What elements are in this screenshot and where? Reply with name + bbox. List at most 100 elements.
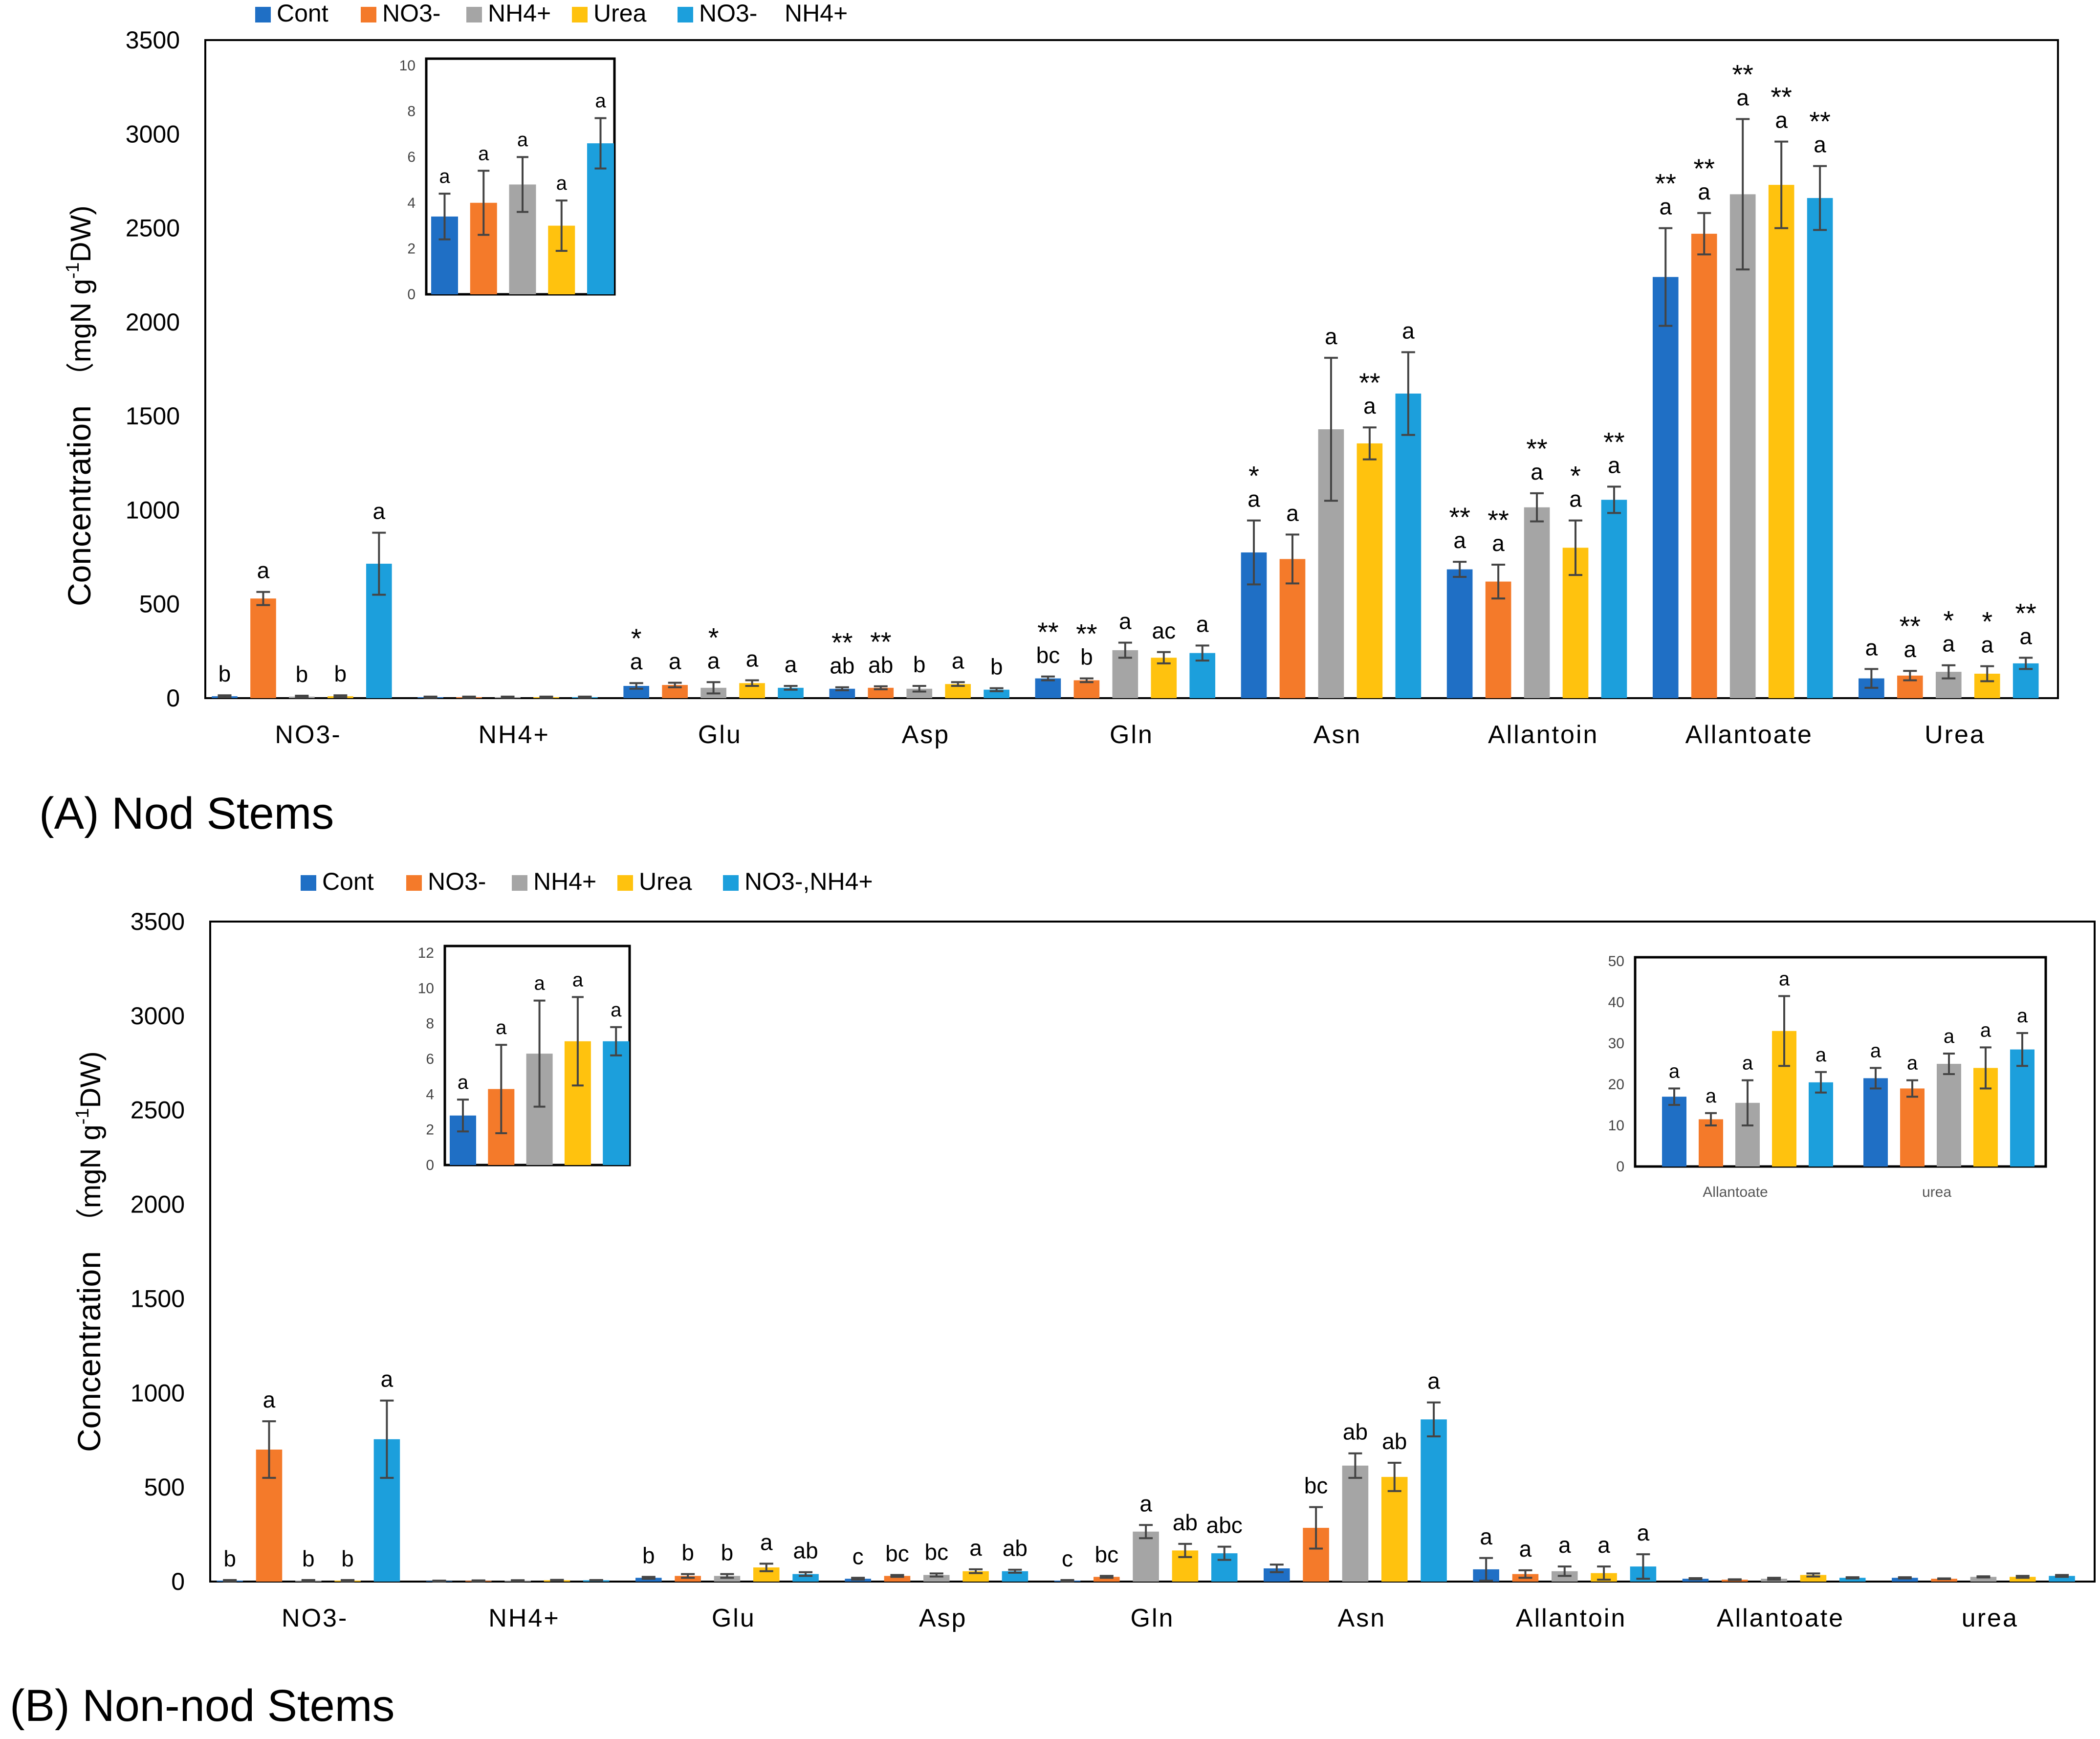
bar: [1073, 680, 1100, 698]
inset-y-tick-label: 6: [407, 149, 416, 165]
inset-significance-letter: a: [595, 90, 606, 112]
legend-swatch: [301, 875, 316, 891]
legend-item-label: NO3- NH4+: [699, 0, 848, 27]
bar: [1931, 1579, 1957, 1582]
inset-y-tick-label: 6: [426, 1051, 434, 1067]
inset-y-tick-label: 40: [1608, 994, 1624, 1011]
significance-letter: a: [257, 558, 270, 583]
bar: [1892, 1578, 1918, 1582]
significance-letter: a: [373, 499, 386, 524]
inset-chart: 0 2 4 6 8 10 12 a a a a a: [418, 945, 631, 1173]
panel-title: (B) Non-nod Stems: [10, 1681, 394, 1731]
significance-star: **: [1037, 616, 1059, 647]
bar: [1421, 1419, 1447, 1582]
significance-letter: ab: [1173, 1510, 1198, 1535]
category-label: Asn: [1338, 1604, 1386, 1632]
inset-significance-letter: a: [1907, 1053, 1918, 1074]
bar: [1768, 185, 1794, 698]
significance-letter: a: [1597, 1532, 1610, 1558]
y-tick-label: 3000: [131, 1002, 185, 1030]
significance-letter: a: [381, 1366, 394, 1392]
significance-letter: a: [760, 1529, 773, 1555]
inset-significance-letter: a: [517, 129, 528, 151]
inset-significance-letter: a: [439, 166, 450, 187]
significance-star: *: [1982, 606, 1992, 637]
significance-letter: b: [913, 652, 926, 677]
y-tick-label: 500: [144, 1474, 185, 1501]
significance-letter: b: [334, 661, 347, 686]
significance-letter: a: [1608, 452, 1620, 478]
inset-significance-letter: a: [572, 969, 584, 991]
significance-star: **: [1693, 153, 1715, 184]
category-label: Asp: [902, 721, 950, 749]
category-label: Asn: [1313, 721, 1362, 749]
inset-category-label: urea: [1922, 1184, 1951, 1200]
legend-swatch: [361, 7, 376, 22]
bar: [2049, 1576, 2075, 1582]
category-label: Urea: [1925, 721, 1986, 749]
significance-star: **: [1809, 106, 1831, 137]
significance-star: **: [1771, 82, 1792, 112]
bar: [1151, 658, 1177, 698]
significance-letter: a: [1427, 1368, 1440, 1394]
significance-letter: a: [1286, 500, 1299, 526]
inset-y-tick-label: 12: [418, 945, 434, 961]
significance-letter: a: [1325, 324, 1337, 349]
significance-letter: b: [219, 661, 231, 686]
inset-y-tick-label: 0: [1616, 1159, 1624, 1175]
inset-y-tick-label: 2: [426, 1122, 434, 1138]
significance-letter: a: [1698, 179, 1710, 204]
significance-letter: ab: [793, 1538, 818, 1563]
legend-swatch: [617, 875, 633, 891]
legend-swatch: [255, 7, 271, 22]
inset-y-tick-label: 10: [399, 58, 416, 74]
bar: [1839, 1578, 1866, 1582]
y-tick-label: 2000: [131, 1191, 185, 1218]
y-axis-label-main: Concentration: [61, 405, 97, 606]
significance-star: **: [1526, 433, 1548, 464]
significance-letter: ab: [830, 653, 854, 679]
significance-letter: a: [785, 652, 797, 677]
legend-item-label: Urea: [639, 868, 692, 895]
significance-letter: a: [1904, 637, 1917, 662]
y-axis-label-main: Concentration: [71, 1251, 107, 1452]
inset-y-tick-label: 8: [426, 1016, 434, 1032]
chart-panel-B: 0500100015002000250030003500Concentratio…: [10, 868, 2096, 1731]
significance-letter: a: [669, 648, 681, 674]
bar: [1356, 443, 1383, 698]
inset-y-tick-label: 2: [407, 241, 416, 257]
y-tick-label: 1000: [131, 1379, 185, 1407]
legend-item-label: NH4+: [488, 0, 551, 27]
legend-item-label: Cont: [322, 868, 374, 895]
significance-letter: bc: [1304, 1473, 1328, 1498]
bar: [1485, 581, 1511, 698]
legend-item-label: Cont: [277, 0, 328, 27]
significance-letter: b: [681, 1540, 694, 1565]
bar: [1342, 1465, 1369, 1582]
significance-letter: bc: [1095, 1541, 1119, 1567]
bar: [1729, 194, 1756, 698]
legend-item-label: NO3-: [428, 868, 486, 895]
significance-letter: a: [1981, 632, 1993, 658]
significance-star: **: [1603, 426, 1625, 457]
significance-star: *: [1943, 605, 1954, 636]
inset-significance-letter: a: [1742, 1053, 1753, 1074]
bar: [1446, 569, 1473, 698]
inset-bar: [2010, 1049, 2034, 1167]
legend-item-label: NO3-,NH4+: [744, 868, 873, 895]
significance-letter: b: [1080, 644, 1093, 670]
category-label: Allantoin: [1488, 721, 1598, 749]
significance-letter: a: [952, 648, 964, 673]
bar: [1002, 1571, 1028, 1582]
inset-y-tick-label: 0: [407, 286, 416, 303]
significance-letter: a: [1637, 1520, 1650, 1545]
y-tick-label: 1500: [131, 1285, 185, 1312]
inset-chart-allantoate-urea: 0 10 20 30 40 50 Allantoate a a a a a urea a a a a a: [1608, 953, 2047, 1200]
bar: [1691, 234, 1717, 698]
significance-letter: c: [1062, 1546, 1073, 1571]
category-label: urea: [1962, 1604, 2018, 1632]
y-tick-label: 3000: [126, 120, 180, 148]
y-tick-label: 500: [139, 591, 180, 618]
